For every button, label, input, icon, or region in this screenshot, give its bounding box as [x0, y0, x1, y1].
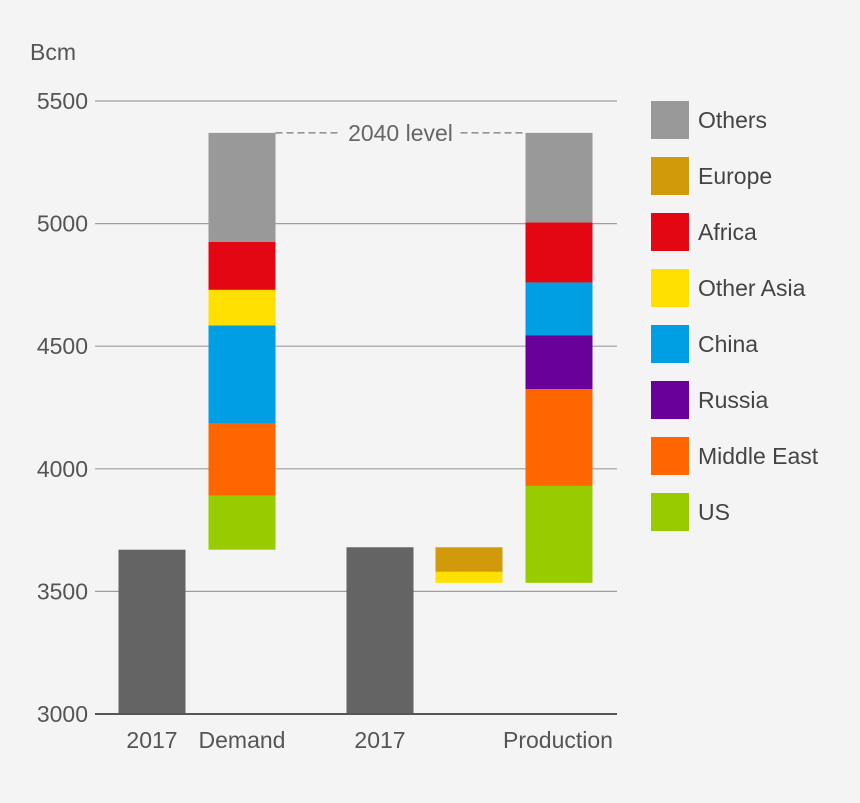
legend-swatch-other-asia [651, 269, 689, 307]
legend-label-others: Others [698, 107, 767, 133]
legend-swatch-africa [651, 213, 689, 251]
legend-swatch-us [651, 493, 689, 531]
legend-swatch-china [651, 325, 689, 363]
y-tick-label-3000: 3000 [37, 701, 88, 727]
bar-segment-demand-others [208, 132, 276, 242]
bar-segment-demand-africa [208, 241, 276, 290]
legend-label-other-asia: Other Asia [698, 275, 806, 301]
baseline-bar-2 [346, 547, 414, 714]
bar-segment-production-russia [525, 335, 593, 390]
legend-label-us: US [698, 499, 730, 525]
x-tick-label-4: Production [503, 727, 613, 753]
y-tick-labels: 3000 3500 4000 4500 5000 5500 [37, 88, 88, 727]
bar-segment-demand-china [208, 325, 276, 424]
bar-segment-col3-other-asia [435, 571, 503, 583]
y-axis-label: Bcm [30, 39, 76, 65]
legend-label-europe: Europe [698, 163, 772, 189]
level-annotation: 2040 level [275, 120, 526, 146]
y-tick-label-4000: 4000 [37, 456, 88, 482]
bar-segment-production-middle-east [525, 389, 593, 486]
legend-label-china: China [698, 331, 758, 357]
bar-segment-production-china [525, 282, 593, 336]
x-tick-label-1: Demand [199, 727, 286, 753]
y-tick-label-5000: 5000 [37, 211, 88, 237]
legend-swatch-russia [651, 381, 689, 419]
legend-swatch-middle-east [651, 437, 689, 475]
x-tick-label-2: 2017 [354, 727, 405, 753]
bar-segment-production-others [525, 132, 593, 223]
bar-segment-demand-middle-east [208, 423, 276, 496]
bar-segment-production-africa [525, 222, 593, 283]
bar-segment-col3-europe [435, 547, 503, 572]
x-tick-labels: 2017 Demand 2017 Production [126, 727, 613, 753]
baseline-bar-0 [118, 549, 186, 714]
legend-label-middle-east: Middle East [698, 443, 819, 469]
y-tick-label-3500: 3500 [37, 578, 88, 604]
legend-label-russia: Russia [698, 387, 769, 413]
level-annotation-label: 2040 level [348, 120, 453, 146]
bar-segment-demand-us [208, 495, 276, 550]
y-tick-label-4500: 4500 [37, 333, 88, 359]
bars [118, 132, 593, 714]
bar-segment-demand-other-asia [208, 289, 276, 326]
bar-segment-production-us [525, 485, 593, 583]
y-tick-label-5500: 5500 [37, 88, 88, 114]
legend-label-africa: Africa [698, 219, 757, 245]
legend: Others Europe Africa Other Asia China Russia M… [651, 101, 819, 531]
x-tick-label-0: 2017 [126, 727, 177, 753]
legend-swatch-europe [651, 157, 689, 195]
legend-swatch-others [651, 101, 689, 139]
